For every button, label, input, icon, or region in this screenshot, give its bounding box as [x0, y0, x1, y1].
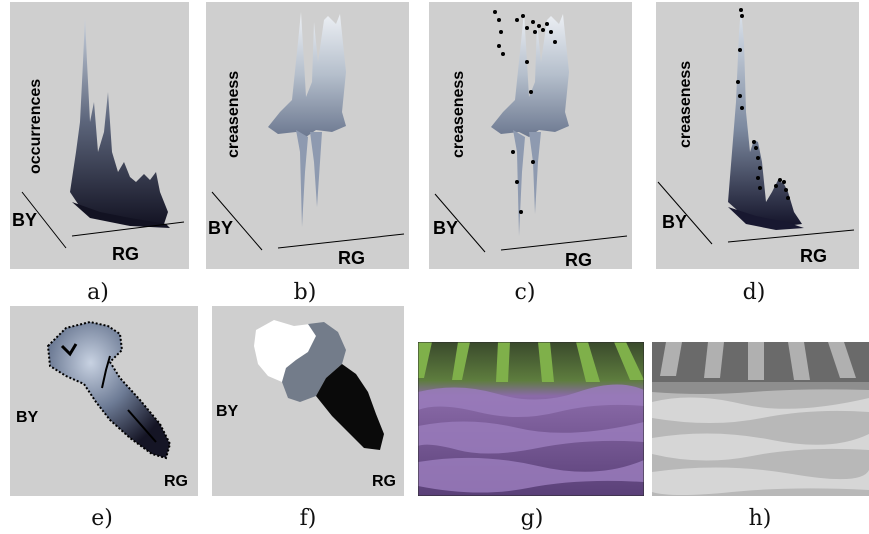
- by-axis-label: BY: [662, 212, 687, 232]
- by-axis-line: [21, 191, 67, 249]
- segment-light-stripes: [660, 342, 856, 380]
- by-axis-label: BY: [208, 218, 233, 238]
- panel-h-svg: [652, 342, 869, 496]
- by-axis-line: [211, 191, 263, 251]
- ridge-line-2: [101, 355, 111, 389]
- segment-gray: [282, 322, 346, 402]
- caption-c: c): [514, 280, 536, 305]
- ridge-line-1: [60, 343, 78, 357]
- panel-c-svg: creaseness BY RG: [433, 10, 628, 269]
- panel-a-histogram-plot: occurrences BY RG: [10, 2, 189, 269]
- caption-h: h): [748, 506, 772, 531]
- rg-axis-line: [71, 221, 185, 237]
- creaseness-valley-1: [296, 130, 308, 227]
- foliage-rows: [418, 342, 644, 382]
- segment-black: [316, 364, 384, 450]
- by-axis-line: [657, 181, 713, 245]
- creaseness-surface: [268, 12, 346, 137]
- rg-axis-line: [277, 233, 405, 249]
- creaseness-valley-2: [529, 132, 541, 214]
- rg-axis-label: RG: [338, 248, 365, 268]
- panel-f-segmented-map: BY RG: [212, 306, 404, 496]
- z-axis-label: creaseness: [677, 61, 694, 148]
- histogram-surface: [70, 17, 168, 224]
- histogram-base: [72, 202, 170, 228]
- panel-b-creaseness-plot: creaseness BY RG: [206, 2, 409, 269]
- lavender-rows: [418, 384, 644, 493]
- by-axis-label: BY: [216, 403, 239, 420]
- caption-e: e): [91, 506, 113, 531]
- panel-g-svg: [418, 342, 644, 496]
- by-axis-label: BY: [16, 409, 39, 426]
- rg-axis-label: RG: [164, 473, 188, 490]
- panel-e-svg: BY RG: [16, 320, 188, 490]
- caption-a: a): [87, 280, 109, 305]
- z-axis-label: occurrences: [27, 79, 44, 174]
- creaseness-base: [728, 207, 804, 230]
- rg-axis-line: [500, 235, 628, 251]
- ridge-line-3: [127, 409, 157, 443]
- segment-mid-patches: [652, 382, 869, 394]
- rg-axis-label: RG: [565, 250, 592, 269]
- panel-g-lavender-photo: [418, 342, 644, 496]
- panel-h-segmented-photo: [652, 342, 869, 496]
- rg-axis-label: RG: [372, 473, 396, 490]
- ridge-points: [493, 10, 557, 214]
- panel-d-creaseness-plot: creaseness BY RG: [656, 2, 859, 269]
- segment-speckle: [652, 397, 869, 495]
- panel-b-svg: creaseness BY RG: [208, 12, 405, 268]
- caption-f: f): [299, 506, 317, 531]
- caption-g: g): [520, 506, 544, 531]
- panel-d-svg: creaseness BY RG: [657, 8, 855, 266]
- panel-f-svg: BY RG: [216, 320, 396, 490]
- creaseness-surface: [728, 8, 802, 226]
- panel-a-svg: occurrences BY RG: [12, 17, 185, 264]
- creaseness-valley-2: [310, 132, 322, 207]
- segment-white: [254, 320, 316, 382]
- caption-b: b): [293, 280, 317, 305]
- by-axis-line: [434, 193, 486, 253]
- ridge-points: [736, 8, 790, 200]
- z-axis-label: creaseness: [450, 71, 467, 158]
- rg-axis-line: [727, 229, 855, 243]
- rg-axis-label: RG: [112, 244, 139, 264]
- by-axis-label: BY: [433, 218, 458, 238]
- by-axis-label: BY: [12, 210, 37, 230]
- rg-axis-label: RG: [800, 246, 827, 266]
- creaseness-surface: [491, 12, 569, 137]
- panel-e-ridge-map: BY RG: [10, 306, 198, 496]
- z-axis-label: creaseness: [225, 71, 242, 158]
- panel-c-creaseness-plot: creaseness BY RG: [429, 2, 632, 269]
- creaseness-valley-1: [513, 130, 525, 236]
- caption-d: d): [742, 280, 766, 305]
